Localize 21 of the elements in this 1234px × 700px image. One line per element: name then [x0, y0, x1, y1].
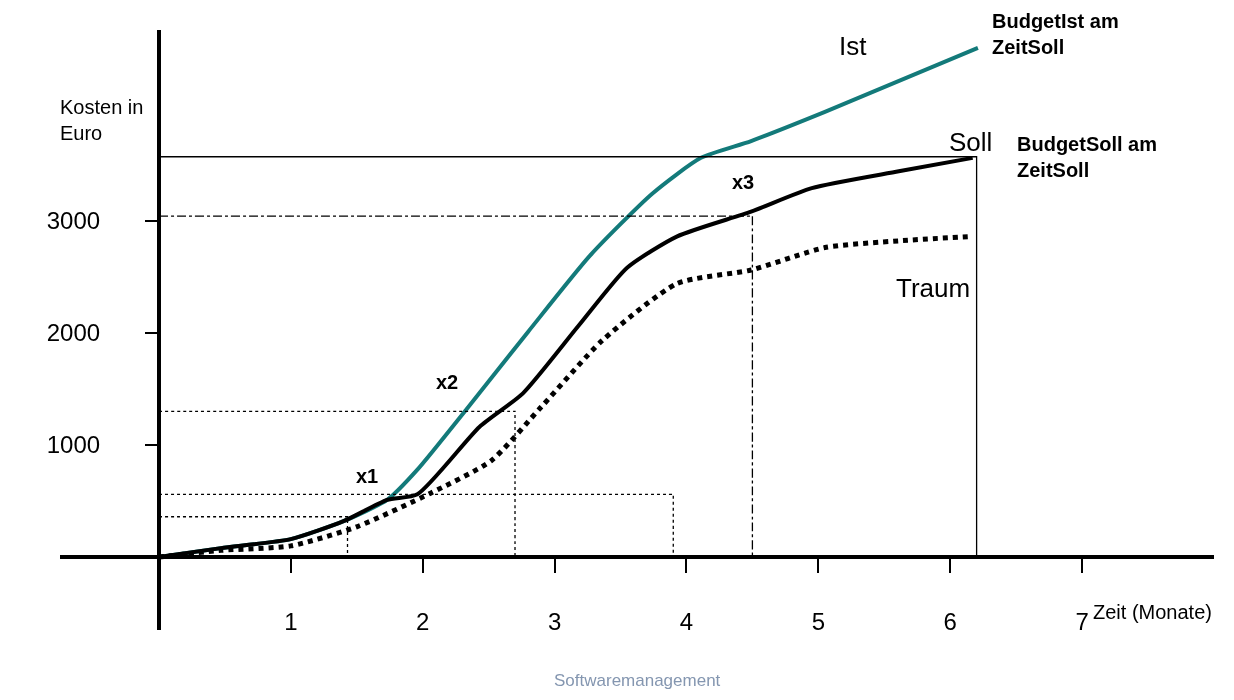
x-tick-label: 1: [284, 607, 298, 635]
annotation: x3: [732, 171, 755, 193]
text: Softwaremanagement: [554, 671, 721, 690]
annotation: BudgetIst am ZeitSoll: [992, 10, 1119, 58]
x-tick-label: 2: [416, 607, 430, 635]
x-tick-label: 6: [943, 607, 957, 635]
series-label: Traum: [896, 273, 971, 303]
annotation: x1: [356, 465, 379, 487]
x-tick-label: 7: [1075, 607, 1089, 635]
series-label: Soll: [949, 127, 993, 157]
x-tick-label: 5: [811, 607, 826, 635]
x-tick-label: 4: [679, 607, 694, 635]
y-tick-label: 3000: [46, 207, 101, 235]
x-tick-label: 3: [547, 607, 562, 635]
y-tick-label: 2000: [46, 319, 101, 347]
y-axis-title: Kosten in Euro: [60, 96, 144, 144]
annotation: BudgetSoll am ZeitSoll: [1017, 133, 1158, 181]
y-tick-label: 1000: [46, 431, 101, 459]
annotation: x2: [436, 371, 459, 393]
series-label: Ist: [839, 31, 868, 61]
x-axis-title: Zeit (Monate): [1093, 601, 1212, 623]
